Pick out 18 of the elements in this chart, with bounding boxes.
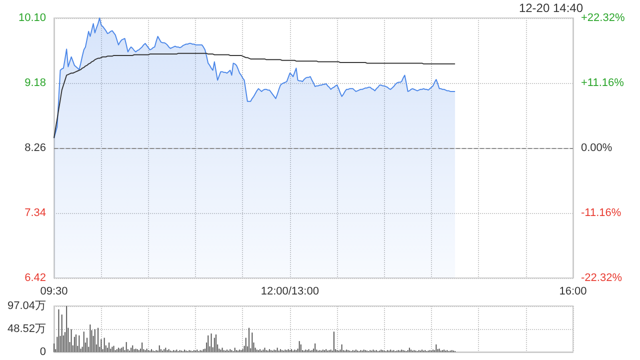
y-tick-label: 6.42 — [24, 272, 46, 284]
y-tick-label: 8.26 — [24, 142, 46, 154]
y2-tick-label: -11.16% — [581, 207, 622, 219]
y-tick-label: 48.52万 — [7, 323, 46, 335]
x-tick-label: 09:30 — [40, 286, 68, 298]
line-series — [54, 52, 456, 139]
text: 12-20 14:40 — [518, 1, 584, 15]
y-tick-label: 7.34 — [24, 207, 46, 219]
y2-tick-label: +22.32% — [581, 12, 625, 24]
y2-tick-label: 0.00% — [581, 142, 612, 154]
y2-tick-label: +11.16% — [581, 77, 624, 89]
y-tick-label: 10.10 — [18, 12, 46, 24]
y-tick-label: 0 — [40, 346, 46, 358]
y-tick-label: 9.18 — [24, 77, 46, 89]
y2-tick-label: -22.32% — [581, 272, 622, 284]
x-tick-label: 12:00/13:00 — [260, 286, 319, 298]
x-tick-label: 16:00 — [559, 286, 587, 298]
y-tick-label: 97.04万 — [7, 300, 46, 312]
